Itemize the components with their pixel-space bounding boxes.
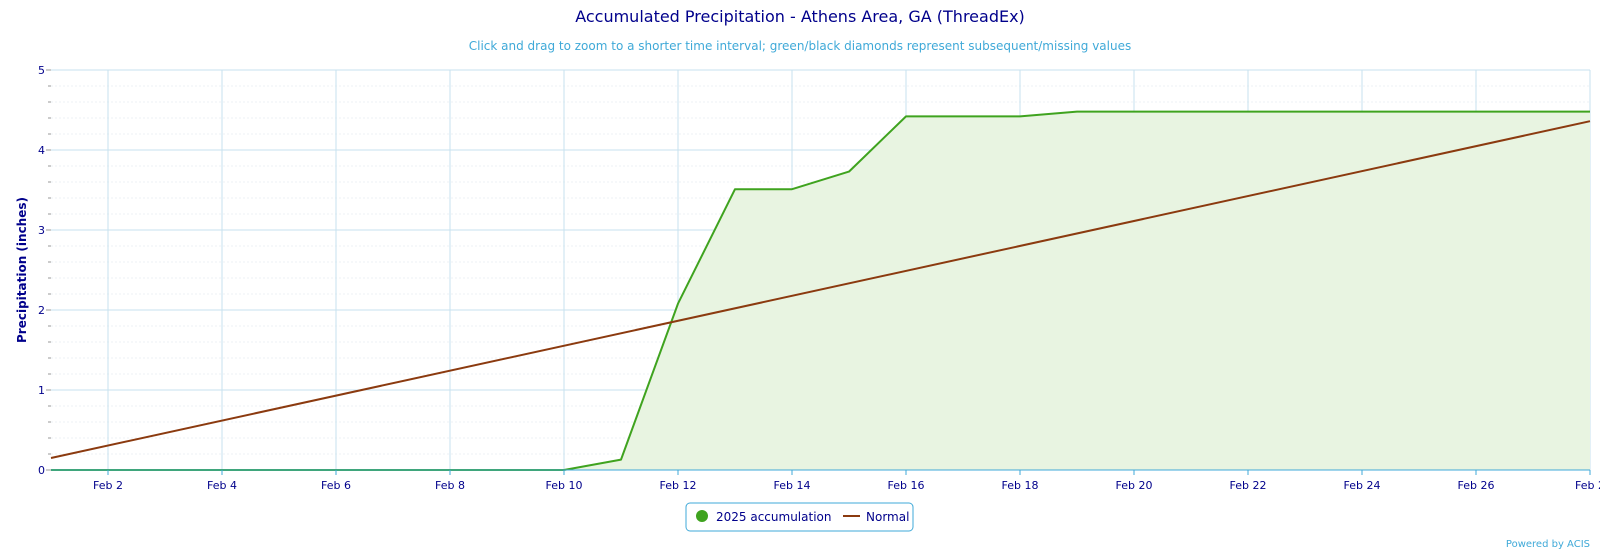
x-tick-label: Feb 20 <box>1116 479 1153 492</box>
y-tick-label: 4 <box>38 144 45 157</box>
legend-accumulation-label: 2025 accumulation <box>716 510 831 524</box>
legend-item-normal[interactable]: Normal <box>843 510 909 524</box>
chart-title: Accumulated Precipitation - Athens Area,… <box>575 7 1025 26</box>
y-tick-label: 1 <box>38 384 45 397</box>
chart-subtitle: Click and drag to zoom to a shorter time… <box>469 39 1131 53</box>
x-tick-label: Feb 4 <box>207 479 237 492</box>
legend-box <box>685 502 914 532</box>
x-tick-label: Feb 12 <box>660 479 697 492</box>
x-tick-label: Feb 2 <box>93 479 123 492</box>
powered-by-credit[interactable]: Powered by ACIS <box>1506 539 1590 550</box>
x-tick-label: Feb 10 <box>546 479 583 492</box>
normal-line <box>50 120 1591 459</box>
y-tick-label: 5 <box>38 64 45 77</box>
legend-normal-label: Normal <box>866 510 909 524</box>
x-tick-label: Feb 24 <box>1344 479 1381 492</box>
x-tick-label: Feb 14 <box>774 479 811 492</box>
accumulation-area <box>51 111 1590 470</box>
legend-accumulation-marker <box>696 510 708 522</box>
accumulation-area-layer <box>51 111 1590 470</box>
y-tick-label: 2 <box>38 304 45 317</box>
legend[interactable]: 2025 accumulation Normal <box>685 502 914 532</box>
x-tick-label: Feb 26 <box>1458 479 1495 492</box>
y-tick-label: 0 <box>38 464 45 477</box>
x-axis-ticks: Feb 2 Feb 4 Feb 6 Feb 8 Feb 10 Feb 12 Feb 14 Fe… <box>93 470 1600 492</box>
legend-item-accumulation[interactable]: 2025 accumulation <box>696 510 831 524</box>
y-axis-ticks: 0 1 2 3 4 5 <box>38 64 51 477</box>
x-tick-label: Feb 16 <box>888 479 925 492</box>
y-axis-label: Precipitation (inches) <box>15 197 29 343</box>
x-tick-label: Feb 8 <box>435 479 465 492</box>
x-tick-label: Feb 18 <box>1002 479 1039 492</box>
x-tick-label: Feb 6 <box>321 479 351 492</box>
x-tick-label: Feb 22 <box>1230 479 1267 492</box>
x-tick-label: Feb 2 <box>1575 479 1600 492</box>
y-tick-label: 3 <box>38 224 45 237</box>
